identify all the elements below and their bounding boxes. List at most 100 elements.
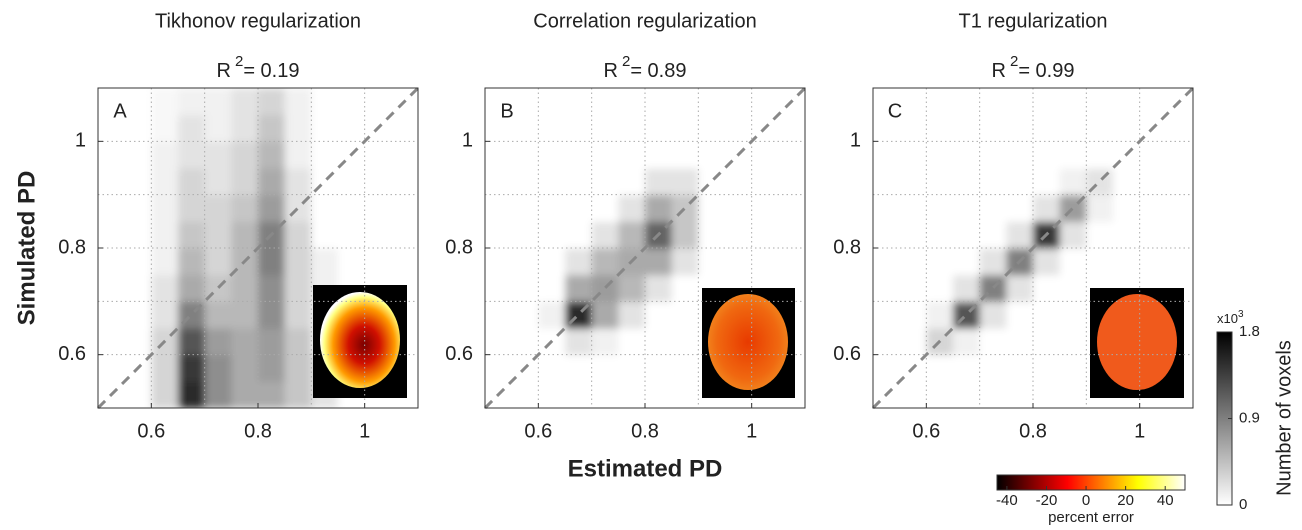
heatmap-cell [205,248,232,275]
heatmap-cell [311,115,338,142]
heatmap-cell [538,275,565,302]
heatmap-cell [926,301,953,328]
heatmap-cell [698,88,725,115]
heatmap-cell [698,248,725,275]
heatmap-cell [618,88,645,115]
heatmap-cell [873,355,900,382]
heatmap-cell [512,301,539,328]
heatmap-cell [125,328,152,355]
heatmap-cell [592,141,619,168]
heatmap-cell [338,221,365,248]
heatmap-cell [752,88,779,115]
heatmap-cell [1086,195,1113,222]
heatmap-cell [151,355,178,382]
heatmap-cell [231,355,258,382]
heatmap-cell [311,88,338,115]
heatmap-cell [618,355,645,382]
heatmap-cell [1113,115,1140,142]
heatmap-cell [338,195,365,222]
heatmap-cell [1086,141,1113,168]
colorbar-tick-label: 20 [1117,492,1134,509]
heatmap-cell [1060,328,1087,355]
heatmap-cell [365,168,392,195]
x-tick-label: 0.6 [912,420,940,442]
heatmap-cell [752,248,779,275]
heatmap-cell [725,115,752,142]
scale-base: x10 [1217,311,1238,326]
heatmap-cell [565,328,592,355]
heatmap-cell [512,275,539,302]
heatmap-cell [980,168,1007,195]
heatmap-cell [205,328,232,355]
heatmap-cell [980,88,1007,115]
heatmap-cell [953,248,980,275]
heatmap-cell [618,301,645,328]
heatmap-cell [926,381,953,408]
heatmap-cell [512,168,539,195]
r-value: = 0.89 [630,60,686,82]
heatmap-cell [1033,115,1060,142]
heatmap-cell [873,301,900,328]
heatmap-cell [592,88,619,115]
r-squared: R2= 0.19 [217,53,300,82]
heatmap-cell [485,355,512,382]
heatmap-cell [752,141,779,168]
heatmap-cell [98,141,125,168]
heatmap-cell [1006,275,1033,302]
heatmap-cell [672,328,699,355]
heatmap-cell [592,328,619,355]
r-exponent: 2 [235,53,243,70]
x-axis-title: Estimated PD [568,455,723,482]
heatmap-cell [178,115,205,142]
heatmap-cell [538,115,565,142]
heatmap-cell [873,221,900,248]
heatmap-cell [1006,301,1033,328]
heatmap-cell [338,88,365,115]
panel-label: A [113,100,127,122]
heatmap-cell [778,195,805,222]
heatmap-cell [98,275,125,302]
heatmap-cell [178,328,205,355]
heatmap-cell [618,275,645,302]
x-tick-label: 0.8 [631,420,659,442]
heatmap-cell [725,88,752,115]
heatmap-cell [900,195,927,222]
heatmap-cell [151,141,178,168]
heatmap-cell [618,168,645,195]
heatmap-cell [485,168,512,195]
heatmap-cell [512,141,539,168]
heatmap-cell [1166,141,1193,168]
heatmap-cell [1060,381,1087,408]
heatmap-cell [953,115,980,142]
heatmap-cell [1060,248,1087,275]
heatmap-cell [512,195,539,222]
heatmap-cell [1060,355,1087,382]
heatmap-cell [1113,221,1140,248]
heatmap-cell [565,355,592,382]
heatmap-cell [205,141,232,168]
heatmap-cell [178,381,205,408]
heatmap-cell [752,168,779,195]
heatmap-cell [512,221,539,248]
y-tick-label: 0.8 [445,236,473,258]
heatmap-cell [151,88,178,115]
heatmap-cell [125,221,152,248]
heatmap-cell [205,221,232,248]
heatmap-cell [538,381,565,408]
heatmap-cell [538,168,565,195]
heatmap-cell [1060,115,1087,142]
heatmap-cell [672,141,699,168]
x-tick-label: 1 [1134,420,1145,442]
heatmap-cell [873,168,900,195]
colorbar-tick-label: 0.9 [1239,409,1260,426]
x-tick-label: 1 [359,420,370,442]
heatmap-cell [285,275,312,302]
x-tick-label: 0.8 [1019,420,1047,442]
heatmap-cell [1140,168,1167,195]
y-tick-label: 1 [75,130,86,152]
y-tick-label: 0.8 [833,236,861,258]
colorbar-tick-label: 40 [1157,492,1174,509]
heatmap-cell [205,168,232,195]
heatmap-cell [565,381,592,408]
heatmap-cell [900,381,927,408]
